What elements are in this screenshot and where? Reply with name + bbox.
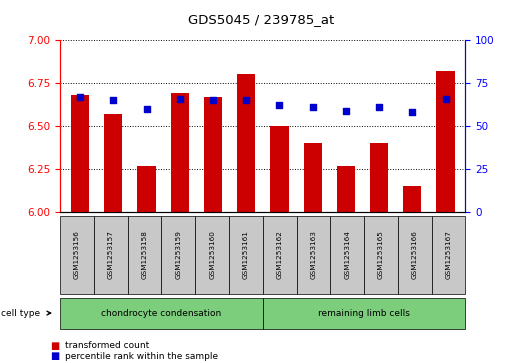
Text: GSM1253157: GSM1253157: [108, 231, 114, 280]
Point: [408, 110, 416, 115]
Bar: [71, 95, 89, 212]
Bar: [237, 74, 255, 212]
Bar: [138, 166, 156, 212]
Bar: [337, 166, 355, 212]
Text: GSM1253158: GSM1253158: [142, 231, 147, 280]
Point: [109, 97, 118, 103]
Point: [375, 104, 383, 110]
Point: [275, 102, 283, 108]
Text: ■: ■: [50, 351, 59, 362]
Text: transformed count: transformed count: [65, 341, 150, 350]
Bar: [403, 187, 422, 212]
Text: percentile rank within the sample: percentile rank within the sample: [65, 352, 219, 361]
Text: cell type: cell type: [1, 309, 40, 318]
Bar: [270, 126, 289, 212]
Bar: [104, 114, 122, 212]
Text: GSM1253163: GSM1253163: [311, 231, 316, 280]
Point: [142, 106, 151, 112]
Point: [441, 96, 450, 102]
Point: [309, 104, 317, 110]
Point: [209, 97, 217, 103]
Bar: [436, 71, 454, 212]
Text: GDS5045 / 239785_at: GDS5045 / 239785_at: [188, 13, 335, 26]
Text: GSM1253161: GSM1253161: [243, 231, 249, 280]
Text: GSM1253165: GSM1253165: [378, 231, 384, 280]
Text: GSM1253164: GSM1253164: [344, 231, 350, 280]
Bar: [170, 93, 189, 212]
Text: GSM1253156: GSM1253156: [74, 231, 80, 280]
Text: GSM1253167: GSM1253167: [446, 231, 451, 280]
Bar: [370, 143, 388, 212]
Point: [176, 96, 184, 102]
Text: ■: ■: [50, 340, 59, 351]
Point: [76, 94, 84, 100]
Text: GSM1253162: GSM1253162: [277, 231, 283, 280]
Text: GSM1253166: GSM1253166: [412, 231, 418, 280]
Point: [342, 108, 350, 114]
Bar: [303, 143, 322, 212]
Text: GSM1253160: GSM1253160: [209, 231, 215, 280]
Bar: [204, 97, 222, 212]
Text: chondrocyte condensation: chondrocyte condensation: [101, 309, 222, 318]
Text: GSM1253159: GSM1253159: [175, 231, 181, 280]
Point: [242, 97, 251, 103]
Text: remaining limb cells: remaining limb cells: [318, 309, 410, 318]
